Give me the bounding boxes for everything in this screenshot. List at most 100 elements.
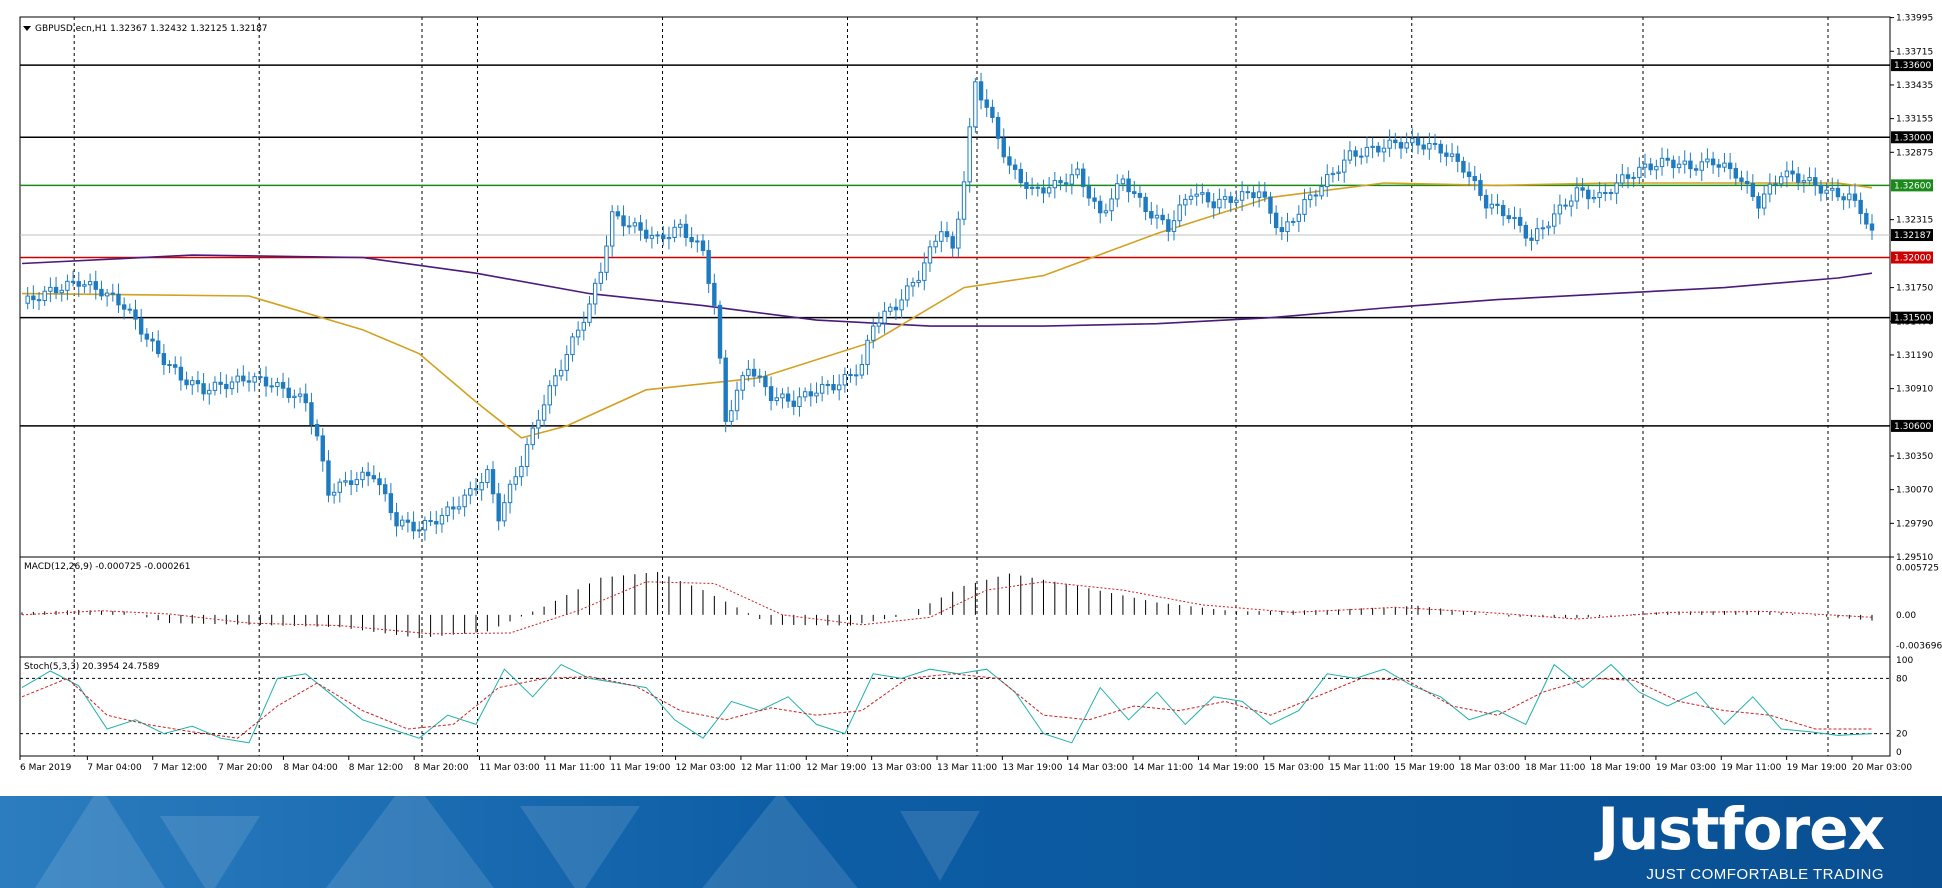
candle [1194, 183, 1199, 206]
candle-body [825, 383, 831, 386]
candle [536, 409, 541, 439]
candle-body [1251, 192, 1256, 199]
candle [1410, 128, 1415, 153]
candle-body [1415, 138, 1421, 146]
candle [1483, 189, 1489, 219]
candle-body [854, 374, 859, 377]
candle [178, 356, 184, 391]
candle [258, 367, 263, 383]
candle-body [1330, 172, 1336, 176]
candle [1534, 217, 1540, 245]
candle [1699, 152, 1704, 182]
candle [59, 283, 64, 302]
candle-body [1075, 168, 1080, 176]
candle [1574, 177, 1580, 210]
candle [808, 383, 814, 407]
candle-body [1353, 150, 1358, 157]
candle-body [615, 211, 621, 217]
candle [1472, 165, 1477, 191]
candle-body [1427, 142, 1432, 150]
candle-body [1824, 189, 1829, 194]
candle-body [190, 380, 195, 386]
candle-body [927, 246, 933, 264]
candle [76, 271, 81, 297]
candle-body [451, 506, 456, 510]
candle [1177, 194, 1182, 227]
candle [933, 234, 938, 254]
collapse-triangle-icon[interactable] [23, 26, 31, 31]
candle [689, 227, 694, 249]
candle [360, 466, 365, 488]
candle [275, 377, 280, 396]
candle [1427, 132, 1432, 160]
candle-body [377, 478, 382, 486]
candle [706, 239, 711, 294]
candle-body [1444, 152, 1449, 157]
candle [1222, 188, 1228, 209]
candle-body [808, 391, 814, 397]
candle-body [1342, 159, 1347, 173]
candle-body [1313, 194, 1319, 197]
candle-body [672, 226, 677, 238]
candle-body [173, 364, 178, 368]
candle [836, 374, 842, 401]
candle [1710, 151, 1716, 174]
candle [1330, 167, 1336, 183]
candle-body [479, 481, 484, 491]
candle [127, 303, 133, 314]
candle [224, 374, 229, 398]
candle-body [1398, 142, 1404, 149]
candle-body [1818, 184, 1824, 194]
candle-body [1710, 158, 1716, 166]
candle [649, 226, 655, 249]
candle-body [235, 375, 240, 383]
candle [1302, 188, 1307, 222]
candle-body [207, 389, 212, 395]
candle-body [530, 427, 535, 446]
candle-body [343, 480, 348, 483]
candle [1347, 141, 1353, 165]
candle [1313, 189, 1319, 207]
candle-body [666, 236, 672, 240]
candle [990, 99, 995, 123]
candle [1705, 148, 1710, 169]
candle-body [473, 488, 479, 491]
candle [791, 390, 796, 416]
candle [314, 419, 320, 441]
candle [1120, 174, 1126, 191]
candle [1307, 187, 1313, 208]
candle-body [627, 225, 632, 228]
candle [916, 270, 921, 288]
candle-body [604, 245, 609, 273]
candle-body [1483, 194, 1489, 209]
candle [87, 273, 93, 294]
candle-body [1410, 138, 1415, 144]
candle-body [655, 234, 660, 237]
candle [1625, 167, 1631, 189]
candle-body [25, 295, 30, 304]
candle [1171, 210, 1177, 241]
time-tick-label: 13 Mar 19:00 [1002, 763, 1062, 773]
candle [292, 389, 297, 409]
candle-body [995, 116, 1001, 139]
candle-body [536, 419, 541, 429]
macd-signal-line [21, 581, 1873, 635]
candle-body [1523, 224, 1529, 239]
candle [1058, 176, 1063, 191]
candle-body [326, 460, 331, 496]
candle [1290, 217, 1296, 227]
candle-body [1517, 216, 1523, 226]
candle-body [1200, 192, 1205, 195]
candle [331, 483, 337, 504]
candle [1438, 140, 1443, 163]
candle [621, 205, 626, 237]
time-tick-label: 8 Mar 04:00 [283, 763, 338, 773]
candle [309, 392, 314, 435]
candle [763, 370, 768, 396]
candle [712, 273, 717, 315]
candle-body [246, 380, 252, 383]
candle-body [212, 381, 218, 391]
candle [490, 461, 496, 504]
candle [598, 262, 604, 291]
ma-slow-line [21, 254, 1873, 327]
